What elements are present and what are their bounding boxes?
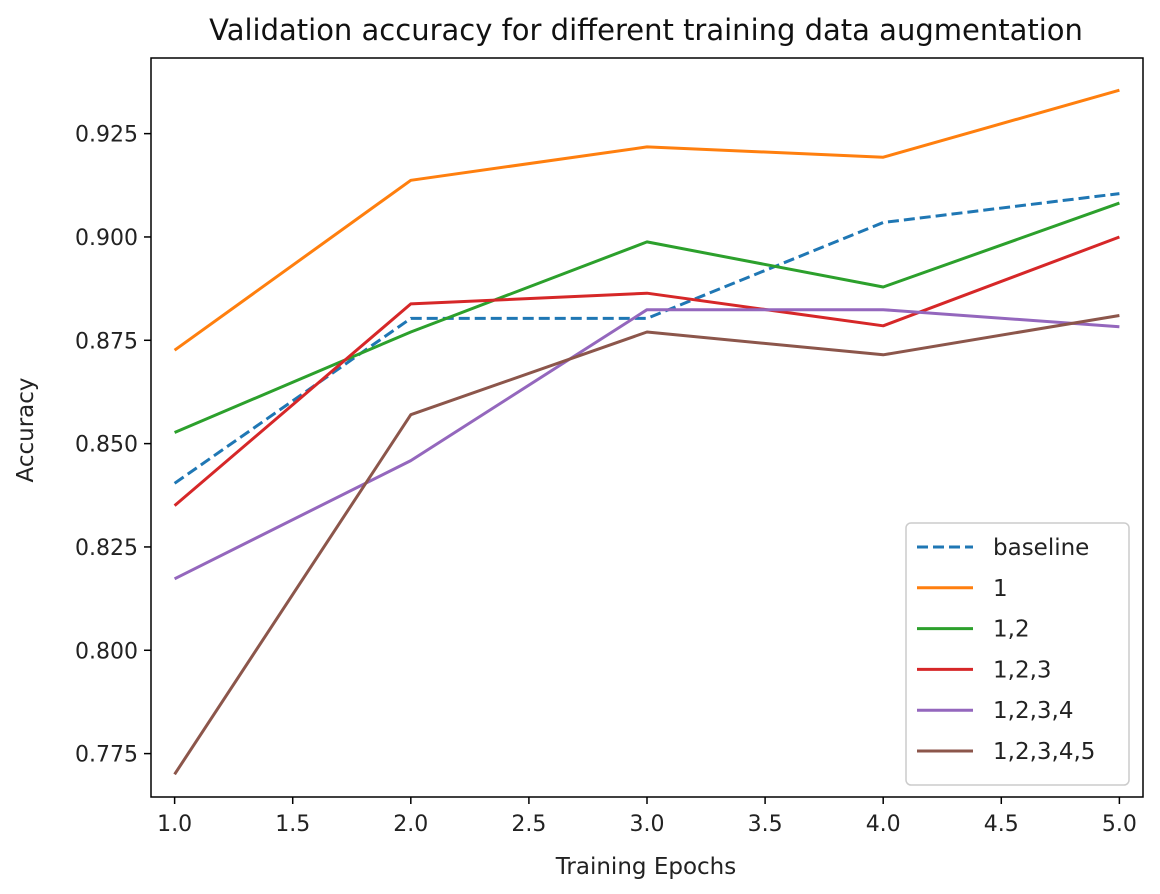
y-tick-label: 0.900 [75,226,138,251]
x-tick-label: 3.0 [630,812,665,837]
legend-entry-label: 1,2,3,4 [993,698,1073,724]
legend: baseline 1 1,2 1,2,3 1,2,3,4 1,2,3,4,5 [905,522,1130,786]
series-line-0 [173,192,1120,485]
legend-entry-label: baseline [993,535,1089,561]
legend-entry-label: 1,2,3,4,5 [993,739,1095,765]
x-tick-label: 2.5 [511,812,546,837]
x-tick-label: 2.0 [393,812,428,837]
y-tick-label: 0.925 [75,123,138,148]
x-tick-label: 4.0 [866,812,901,837]
y-axis-label: Accuracy [13,377,39,482]
x-tick-label: 4.5 [984,812,1019,837]
legend-entry-label: 1,2 [993,617,1030,643]
series-line-2 [174,201,1120,434]
y-tick-label: 0.850 [75,433,138,458]
y-tick-label: 0.800 [75,639,138,664]
legend-entry-label: 1 [993,576,1008,602]
series-lines [173,88,1120,776]
x-tick-label: 1.0 [157,812,192,837]
series-line-4 [173,308,1120,581]
y-tick-label: 0.825 [75,536,138,561]
chart-title: Validation accuracy for different traini… [209,13,1083,47]
x-axis: 1.0 1.5 2.0 2.5 3.0 3.5 4.0 4.5 5.0 [157,797,1137,837]
series-line-1 [173,88,1120,352]
y-tick-label: 0.775 [75,743,138,768]
x-tick-label: 1.5 [275,812,310,837]
x-tick-label: 3.5 [748,812,783,837]
x-axis-label: Training Epochs [555,854,736,880]
legend-entry-label: 1,2,3 [993,657,1052,683]
x-tick-label: 5.0 [1102,812,1137,837]
y-tick-label: 0.875 [75,329,138,354]
series-line-5 [173,314,1120,776]
series-line-3 [173,235,1120,507]
y-axis: 0.775 0.800 0.825 0.850 0.875 0.900 0.925 [75,123,151,768]
